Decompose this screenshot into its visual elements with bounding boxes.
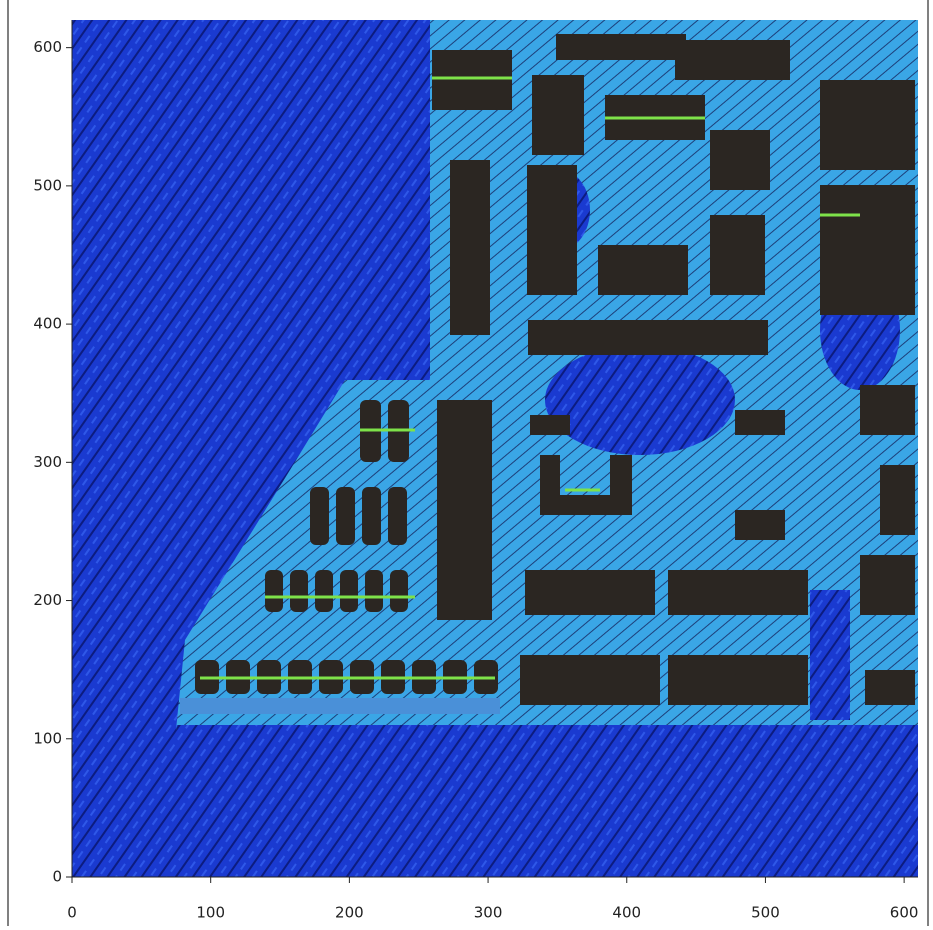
building bbox=[336, 487, 355, 545]
y-tick-label: 0 bbox=[52, 868, 62, 886]
y-tick-label: 100 bbox=[33, 729, 62, 747]
building bbox=[340, 570, 358, 612]
building bbox=[290, 570, 308, 612]
x-tick-label: 0 bbox=[67, 904, 77, 922]
building bbox=[365, 570, 383, 612]
x-tick-label: 200 bbox=[335, 904, 364, 922]
building bbox=[362, 487, 381, 545]
y-tick-label: 200 bbox=[33, 591, 62, 609]
building bbox=[310, 487, 329, 545]
y-tick-label: 300 bbox=[33, 453, 62, 471]
y-tick-label: 500 bbox=[33, 176, 62, 194]
x-tick-label: 100 bbox=[196, 904, 225, 922]
x-tick-label: 600 bbox=[890, 904, 919, 922]
building bbox=[315, 570, 333, 612]
building bbox=[388, 487, 407, 545]
building bbox=[390, 570, 408, 612]
x-tick-label: 500 bbox=[751, 904, 780, 922]
chart: 0 100 200 300 400 500 600 0 100 200 300 400 500 600 bbox=[0, 0, 933, 926]
building bbox=[265, 570, 283, 612]
y-tick-label: 400 bbox=[33, 315, 62, 333]
x-tick-label: 400 bbox=[612, 904, 641, 922]
flow-field bbox=[72, 20, 918, 877]
x-tick-label: 300 bbox=[474, 904, 503, 922]
y-tick-label: 600 bbox=[33, 38, 62, 56]
